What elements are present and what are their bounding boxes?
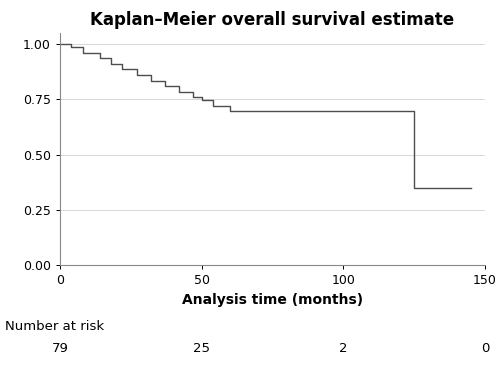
- Text: 0: 0: [481, 342, 489, 355]
- Title: Kaplan–Meier overall survival estimate: Kaplan–Meier overall survival estimate: [90, 11, 454, 29]
- Text: Number at risk: Number at risk: [5, 320, 104, 333]
- Text: 25: 25: [193, 342, 210, 355]
- X-axis label: Analysis time (months): Analysis time (months): [182, 293, 363, 307]
- Text: 2: 2: [339, 342, 347, 355]
- Text: 79: 79: [52, 342, 68, 355]
